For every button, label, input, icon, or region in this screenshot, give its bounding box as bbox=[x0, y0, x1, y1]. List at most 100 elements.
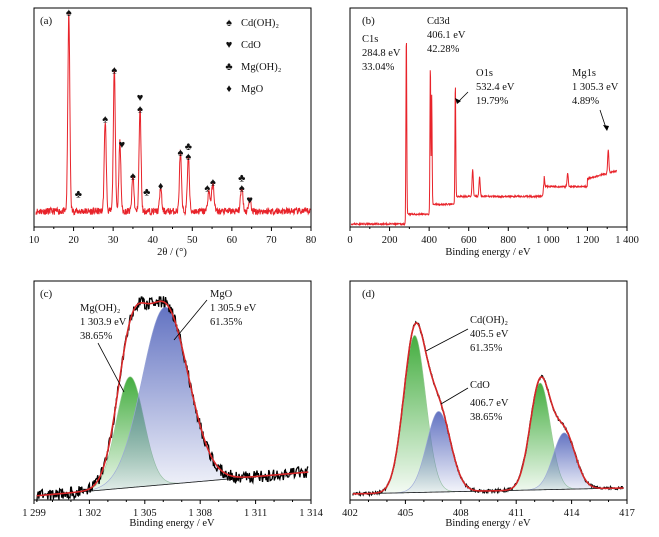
cdo-name: CdO bbox=[470, 380, 490, 391]
panel-d-label: (d) bbox=[362, 288, 375, 300]
panel-c-frame bbox=[33, 280, 312, 501]
panel-c-x-ticks: 1 299 1 302 1 305 1 308 1 311 1 314 bbox=[22, 500, 324, 519]
legend-symbol: ♦ bbox=[226, 83, 232, 95]
panel-a-xrd: (a) 10 20 30 40 50 60 70 80 ♠♠♠♥♠♥♠♣♣♦♠ ♣♠♠ ♠ ♣♠♥ … bbox=[29, 7, 317, 258]
x-tick-label: 417 bbox=[619, 508, 635, 519]
mgoh2-energy: 1 303.9 eV bbox=[80, 317, 127, 328]
mg1s-arrowhead bbox=[603, 125, 609, 131]
phase-marker: ♥ bbox=[137, 92, 144, 104]
phase-marker: ♥ bbox=[119, 139, 126, 151]
phase-marker: ♠ bbox=[204, 183, 210, 195]
legend-symbol: ♥ bbox=[226, 39, 233, 51]
phase-marker: ♠ bbox=[239, 183, 245, 195]
panel-b-xps-survey: (b) 0 200 400 600 800 1 000 1 200 1 400 C1s 284… bbox=[347, 7, 639, 258]
panel-c-annotation-mgo: MgO 1 305.9 eV 61.35% bbox=[210, 289, 257, 328]
phase-marker: ♣ bbox=[185, 141, 192, 153]
panel-c-fit-envelope bbox=[36, 300, 309, 497]
x-tick-label: 70 bbox=[266, 235, 277, 246]
x-tick-label: 50 bbox=[187, 235, 198, 246]
cd3d-percent: 42.28% bbox=[427, 44, 460, 55]
x-tick-label: 402 bbox=[342, 508, 358, 519]
x-tick-label: 1 302 bbox=[78, 508, 102, 519]
phase-marker: ♠ bbox=[102, 114, 108, 126]
c1s-percent: 33.04% bbox=[362, 62, 395, 73]
panel-b-annotation-mg1s: Mg1s 1 305.3 eV 4.89% bbox=[572, 68, 619, 107]
legend-label: MgO bbox=[241, 84, 264, 95]
x-tick-label: 10 bbox=[29, 235, 40, 246]
panel-b-annotation-o1s: O1s 532.4 eV 19.79% bbox=[476, 68, 515, 107]
mg1s-energy: 1 305.3 eV bbox=[572, 82, 619, 93]
panel-a-x-ticks: 10 20 30 40 50 60 70 80 bbox=[29, 227, 316, 246]
phase-marker: ♦ bbox=[158, 181, 164, 193]
c1s-name: C1s bbox=[362, 34, 378, 45]
x-tick-label: 414 bbox=[564, 508, 581, 519]
cdoh2-energy: 405.5 eV bbox=[470, 329, 509, 340]
cdoh2-percent: 61.35% bbox=[470, 343, 503, 354]
panel-a-legend: ♠ Cd(OH)₂ ♥ CdO ♣ Mg(OH)₂ ♦ MgO bbox=[225, 17, 281, 95]
x-tick-label: 200 bbox=[382, 235, 398, 246]
mg1s-name: Mg1s bbox=[572, 68, 596, 79]
x-tick-label: 1 311 bbox=[244, 508, 267, 519]
o1s-arrowhead bbox=[455, 98, 461, 104]
phase-marker: ♥ bbox=[246, 194, 253, 206]
x-tick-label: 400 bbox=[421, 235, 437, 246]
mgo-name: MgO bbox=[210, 289, 233, 300]
mg1s-arrow bbox=[599, 109, 607, 129]
panel-d-cd3d: (d) 402 405 408 411 414 417 Cd(OH)₂ 405.5 eV … bbox=[342, 280, 635, 529]
panel-a-label: (a) bbox=[40, 15, 53, 27]
mgo-leader bbox=[173, 299, 208, 341]
x-tick-label: 1 308 bbox=[188, 508, 212, 519]
panel-a-xrd-line bbox=[35, 13, 311, 217]
phase-marker: ♠ bbox=[177, 147, 183, 159]
mg1s-percent: 4.89% bbox=[572, 96, 599, 107]
cdo-leader bbox=[440, 387, 469, 405]
cd3d-name: Cd3d bbox=[427, 16, 451, 27]
x-tick-label: 1 305 bbox=[133, 508, 157, 519]
phase-marker: ♠ bbox=[210, 177, 216, 189]
phase-marker: ♠ bbox=[66, 7, 72, 19]
x-tick-label: 30 bbox=[108, 235, 119, 246]
panel-c-x-label: Binding energy / eV bbox=[129, 518, 215, 529]
o1s-energy: 532.4 eV bbox=[476, 82, 515, 93]
x-tick-label: 1 200 bbox=[576, 235, 600, 246]
panel-d-annotation-cdo: CdO 406.7 eV 38.65% bbox=[470, 380, 509, 423]
panel-a-phase-markers: ♠♠♠♥♠♥♠♣♣♦♠ ♣♠♠ ♠ ♣♠♥ bbox=[66, 7, 253, 206]
cdoh2-name: Cd(OH)₂ bbox=[470, 315, 508, 326]
x-tick-label: 20 bbox=[68, 235, 79, 246]
panel-d-fit-envelope bbox=[352, 322, 624, 495]
panel-d-x-label: Binding energy / eV bbox=[445, 518, 531, 529]
c1s-energy: 284.8 eV bbox=[362, 48, 401, 59]
o1s-name: O1s bbox=[476, 68, 493, 79]
legend-label: Cd(OH)₂ bbox=[241, 18, 279, 29]
panel-d-frame bbox=[349, 280, 628, 501]
legend-symbol: ♠ bbox=[226, 17, 232, 29]
phase-marker: ♠ bbox=[185, 151, 191, 163]
panel-c-raw-data bbox=[36, 296, 309, 502]
phase-marker: ♣ bbox=[238, 173, 245, 185]
legend-label: Mg(OH)₂ bbox=[241, 62, 282, 73]
panel-b-annotation-cd3d: Cd3d 406.1 eV 42.28% bbox=[427, 16, 466, 55]
panel-c-label: (c) bbox=[40, 288, 53, 300]
panel-b-x-label: Binding energy / eV bbox=[445, 247, 531, 258]
panel-b-x-ticks: 0 200 400 600 800 1 000 1 200 1 400 bbox=[347, 227, 639, 246]
x-tick-label: 40 bbox=[147, 235, 158, 246]
panel-c-annotation-mgoh2: Mg(OH)₂ 1 303.9 eV 38.65% bbox=[80, 303, 127, 342]
mgo-percent: 61.35% bbox=[210, 317, 243, 328]
x-tick-label: 1 299 bbox=[22, 508, 46, 519]
panel-c-mgo-peak bbox=[36, 306, 309, 497]
x-tick-label: 411 bbox=[509, 508, 524, 519]
x-tick-label: 1 000 bbox=[536, 235, 560, 246]
panel-b-annotation-c1s: C1s 284.8 eV 33.04% bbox=[362, 34, 401, 73]
cdoh2-leader bbox=[425, 328, 469, 352]
legend-symbol: ♣ bbox=[225, 61, 232, 73]
phase-marker: ♣ bbox=[75, 188, 82, 200]
o1s-percent: 19.79% bbox=[476, 96, 509, 107]
x-tick-label: 800 bbox=[500, 235, 516, 246]
legend-label: CdO bbox=[241, 40, 261, 51]
panel-b-survey-line bbox=[350, 42, 617, 227]
cdo-energy: 406.7 eV bbox=[470, 398, 509, 409]
cd3d-energy: 406.1 eV bbox=[427, 30, 466, 41]
x-tick-label: 60 bbox=[227, 235, 238, 246]
x-tick-label: 1 400 bbox=[615, 235, 639, 246]
x-tick-label: 408 bbox=[453, 508, 469, 519]
